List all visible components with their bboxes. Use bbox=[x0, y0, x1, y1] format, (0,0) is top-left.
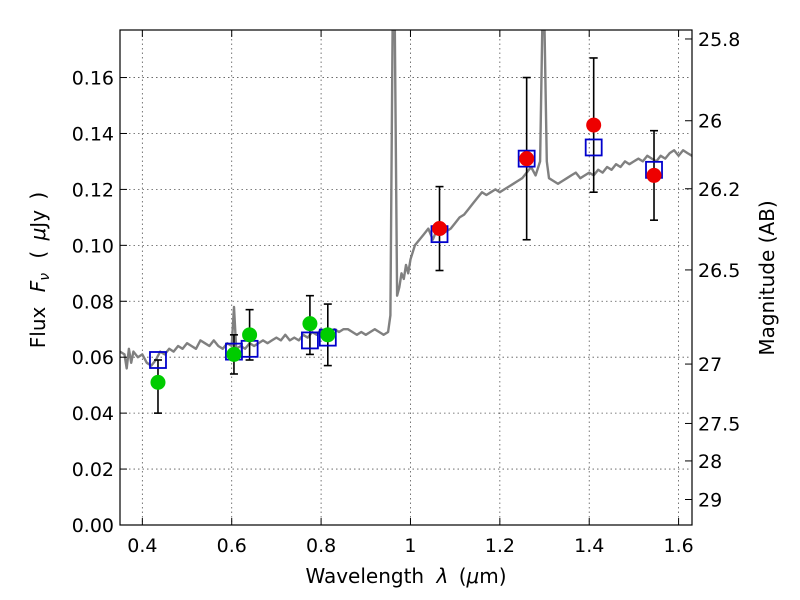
model-point bbox=[584, 138, 603, 157]
optical-point bbox=[302, 316, 318, 332]
mag-tick-label: 28 bbox=[698, 451, 722, 473]
y-axis-label: Flux Fν ( μJy ) bbox=[26, 192, 54, 348]
infrared-point bbox=[586, 117, 602, 133]
spectrum-layer bbox=[120, 30, 692, 370]
mag-tick-label: 26.2 bbox=[698, 179, 740, 201]
x-tick-label: 0.4 bbox=[127, 535, 157, 557]
optical-point bbox=[150, 374, 166, 390]
optical-point bbox=[320, 327, 336, 343]
y-tick-label: 0.14 bbox=[72, 123, 114, 145]
mag-tick-label: 26.5 bbox=[698, 260, 740, 282]
infrared-point bbox=[519, 151, 535, 167]
infrared-point bbox=[646, 167, 662, 183]
grid bbox=[120, 30, 692, 526]
x-axis-label: Wavelength λ (μm) bbox=[305, 564, 506, 588]
y-tick-label: 0.04 bbox=[72, 403, 114, 425]
plot-frame bbox=[119, 29, 693, 526]
ticks: 0.4 0.6 0.8 1 1.2 1.4 1.6 0.00 0.02 0.04 0.06 0.08 0… bbox=[72, 29, 741, 557]
infrared-point bbox=[432, 221, 448, 237]
observed-points-layer bbox=[150, 117, 662, 390]
model-point bbox=[149, 351, 167, 369]
mag-tick-label: 27.5 bbox=[698, 413, 740, 435]
model-point bbox=[517, 149, 536, 168]
mag-tick-label: 25.8 bbox=[698, 29, 740, 51]
y-tick-label: 0.02 bbox=[72, 459, 114, 481]
x-tick-label: 1.6 bbox=[663, 535, 693, 557]
y-tick-label: 0.06 bbox=[72, 347, 114, 369]
model-point bbox=[301, 331, 319, 350]
x-tick-label: 1 bbox=[404, 535, 416, 557]
y2-axis-label: Magnitude (AB) bbox=[755, 200, 779, 355]
optical-point bbox=[242, 327, 258, 343]
y-tick-label: 0.08 bbox=[72, 291, 114, 313]
mag-tick-label: 29 bbox=[698, 489, 722, 511]
mag-tick-label: 27 bbox=[698, 354, 722, 376]
y-tick-label: 0.10 bbox=[72, 235, 114, 257]
optical-point bbox=[226, 346, 242, 362]
x-tick-label: 1.2 bbox=[485, 535, 515, 557]
y-tick-label: 0.16 bbox=[72, 68, 114, 90]
y-tick-label: 0.12 bbox=[72, 179, 114, 201]
x-tick-label: 0.6 bbox=[217, 535, 247, 557]
mag-tick-label: 26 bbox=[698, 111, 722, 133]
x-tick-label: 1.4 bbox=[574, 535, 604, 557]
spectrum-line bbox=[120, 30, 692, 370]
x-tick-label: 0.8 bbox=[306, 535, 336, 557]
y-tick-label: 0.00 bbox=[72, 515, 114, 537]
